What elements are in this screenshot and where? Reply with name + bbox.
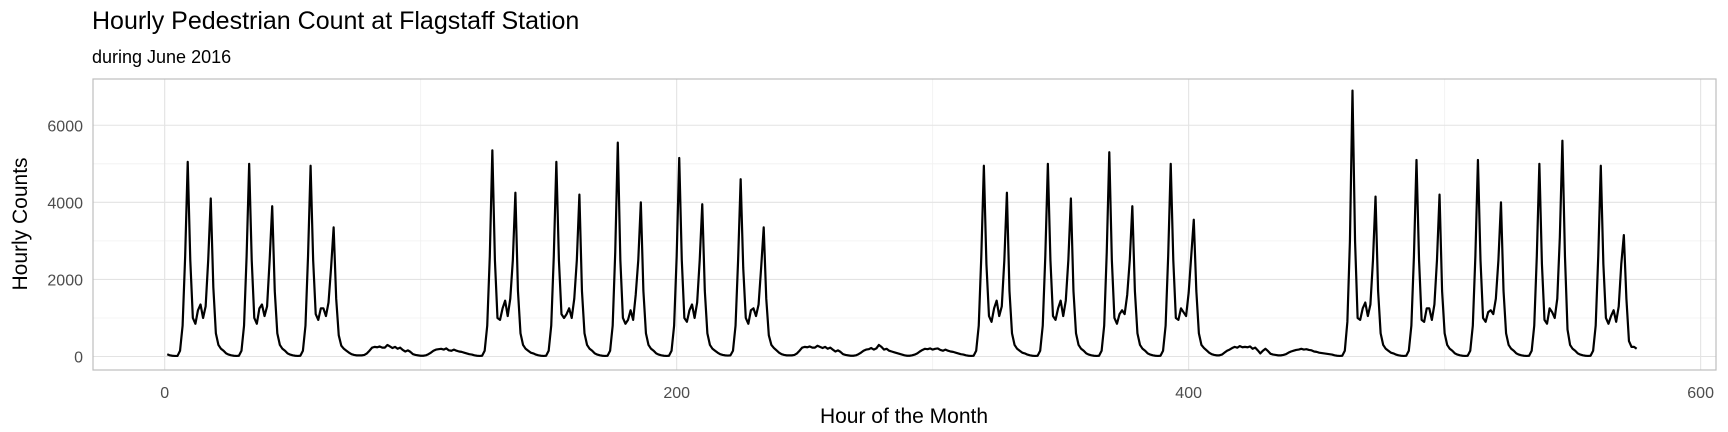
x-tick-label: 400 (1175, 385, 1202, 402)
plot-panel (93, 79, 1716, 370)
x-tick-label: 0 (160, 385, 169, 402)
chart-subtitle: during June 2016 (92, 47, 231, 67)
plot-border (92, 78, 1717, 371)
x-tick-label: 600 (1687, 385, 1714, 402)
y-tick-label: 6000 (47, 118, 83, 135)
grid-lines (93, 79, 1716, 370)
x-axis-title: Hour of the Month (820, 405, 988, 428)
series-line (166, 89, 1638, 358)
y-tick-label: 4000 (47, 195, 83, 212)
y-tick-label: 0 (74, 350, 83, 367)
y-axis-title: Hourly Counts (9, 157, 32, 290)
chart-title: Hourly Pedestrian Count at Flagstaff Sta… (92, 7, 579, 35)
y-tick-label: 2000 (47, 272, 83, 289)
series-layer (166, 89, 1638, 358)
x-tick-label: 200 (663, 385, 690, 402)
